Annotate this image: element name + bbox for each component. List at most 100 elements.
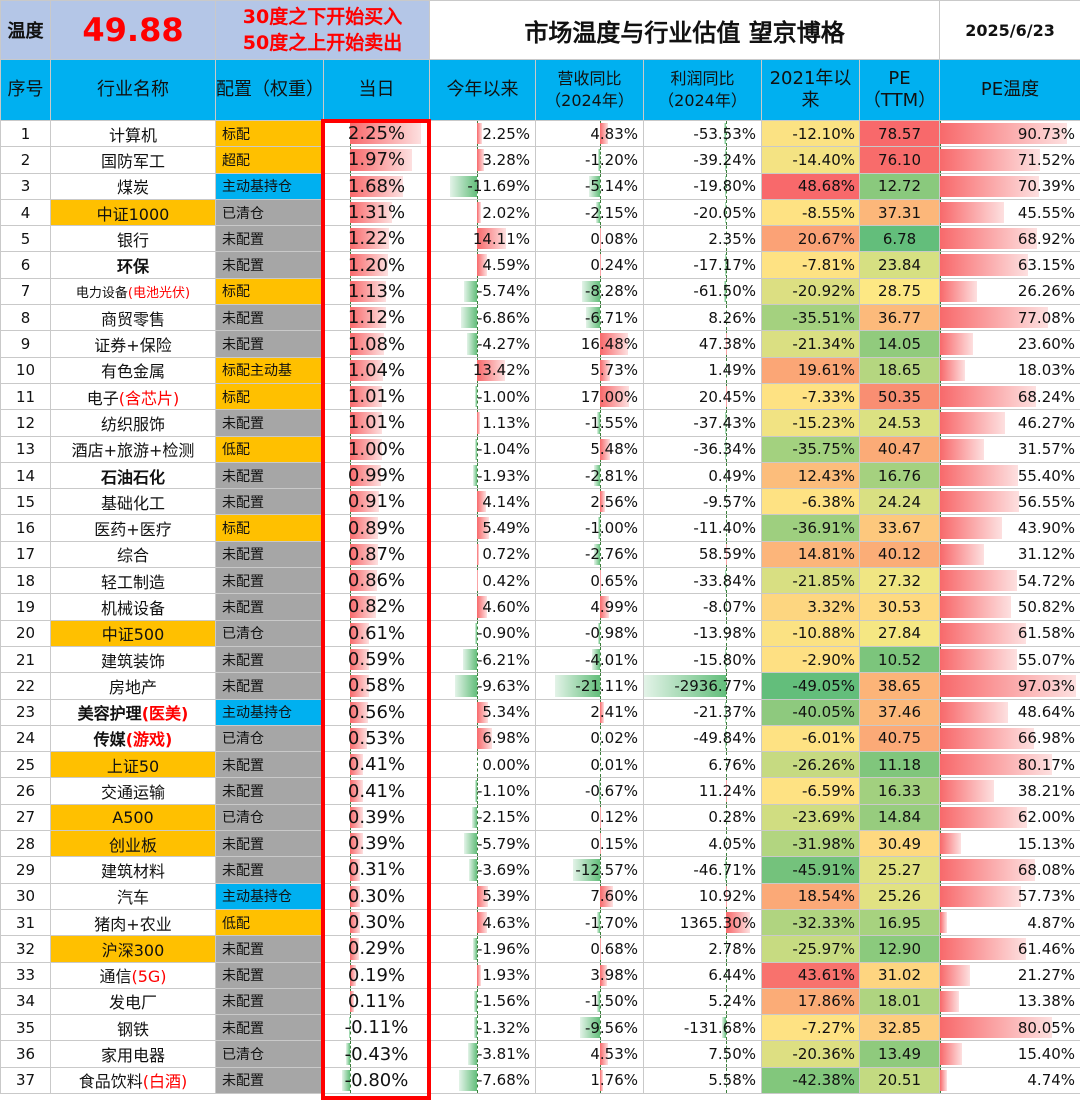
row-index: 10	[1, 357, 51, 383]
profit-yoy: -46.71%	[644, 861, 761, 879]
since-2021-change: 17.86%	[762, 988, 860, 1014]
industry-name-note: (含芯片)	[119, 389, 180, 408]
industry-name: 机械设备	[51, 594, 216, 620]
ytd-change: 0.42%	[430, 572, 535, 590]
allocation-status: 未配置	[216, 857, 324, 883]
pe-ttm: 36.77	[860, 305, 940, 331]
since-2021-change: 14.81%	[762, 541, 860, 567]
temperature-label: 温度	[1, 1, 51, 60]
revenue-yoy: 2.56%	[536, 493, 643, 511]
today-change: 1.22%	[324, 228, 429, 249]
industry-name-text: 基础化工	[101, 494, 165, 513]
today-change: 0.91%	[324, 491, 429, 512]
industry-name: 银行	[51, 226, 216, 252]
industry-name-note: (游戏)	[126, 730, 173, 749]
industry-name-text: 医药+医疗	[94, 520, 171, 539]
allocation-status: 已清仓	[216, 1041, 324, 1067]
today-change: -0.11%	[324, 1017, 429, 1038]
row-index: 13	[1, 436, 51, 462]
allocation-status: 未配置	[216, 752, 324, 778]
pe-ttm: 37.31	[860, 199, 940, 225]
since-2021-change: 19.61%	[762, 357, 860, 383]
col-today: 当日	[324, 60, 430, 121]
pe-ttm: 24.24	[860, 489, 940, 515]
ytd-change: -0.90%	[430, 624, 535, 642]
pe-temperature: 55.40%	[940, 467, 1080, 485]
profit-yoy: -33.84%	[644, 572, 761, 590]
allocation-status: 标配	[216, 515, 324, 541]
today-change: 0.39%	[324, 807, 429, 828]
since-2021-change: -35.75%	[762, 436, 860, 462]
revenue-yoy: 16.48%	[536, 335, 643, 353]
pe-ttm: 27.32	[860, 568, 940, 594]
col-industry: 行业名称	[51, 60, 216, 121]
revenue-yoy: -2.15%	[536, 204, 643, 222]
industry-name: 基础化工	[51, 489, 216, 515]
industry-name-text: 商贸零售	[101, 310, 165, 329]
row-index: 20	[1, 620, 51, 646]
pe-temperature: 68.24%	[940, 388, 1080, 406]
since-2021-change: -6.01%	[762, 725, 860, 751]
since-2021-change: -10.88%	[762, 620, 860, 646]
pe-temperature: 18.03%	[940, 361, 1080, 379]
allocation-status: 标配	[216, 121, 324, 147]
industry-name-text: 纺织服饰	[101, 415, 165, 434]
revenue-yoy: 0.15%	[536, 835, 643, 853]
profit-yoy: 2.78%	[644, 940, 761, 958]
pe-ttm: 6.78	[860, 226, 940, 252]
profit-yoy: -13.98%	[644, 624, 761, 642]
revenue-yoy: 5.73%	[536, 361, 643, 379]
profit-yoy: -11.40%	[644, 519, 761, 537]
industry-name: 环保	[51, 252, 216, 278]
profit-yoy: -49.84%	[644, 729, 761, 747]
since-2021-change: -42.38%	[762, 1067, 860, 1093]
industry-name: 电子(含芯片)	[51, 383, 216, 409]
pe-ttm: 40.75	[860, 725, 940, 751]
pe-ttm: 32.85	[860, 1015, 940, 1041]
revenue-yoy: -1.55%	[536, 414, 643, 432]
revenue-yoy: 0.24%	[536, 256, 643, 274]
pe-ttm: 18.65	[860, 357, 940, 383]
pe-temperature: 63.15%	[940, 256, 1080, 274]
row-index: 27	[1, 804, 51, 830]
today-change: 0.86%	[324, 570, 429, 591]
industry-name: 家用电器	[51, 1041, 216, 1067]
